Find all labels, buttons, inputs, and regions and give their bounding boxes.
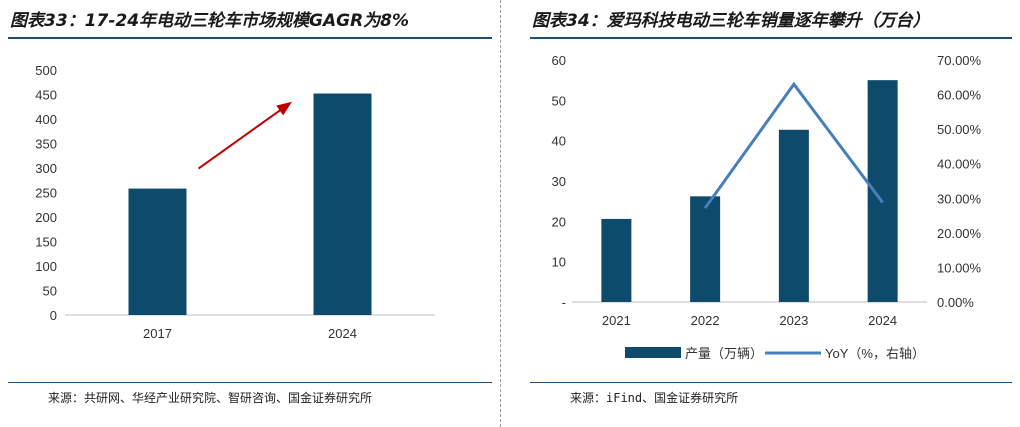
y2-tick-label: 20.00%	[937, 226, 982, 241]
source-note: 来源：iFind、国金证券研究所	[570, 391, 739, 405]
bar-2021	[601, 218, 632, 302]
chart-title: 图表33：17-24年电动三轮车市场规模GAGR为8%	[10, 11, 410, 31]
trend-arrow-line	[197, 102, 291, 170]
y2-tick-label: 60.00%	[937, 88, 982, 103]
bar-2022	[690, 196, 721, 302]
y-tick-label: 300	[35, 161, 57, 176]
y2-tick-label: 0.00%	[937, 295, 974, 310]
bar-2023	[778, 129, 809, 302]
left-chart-panel: 图表33：17-24年电动三轮车市场规模GAGR为8% 0 50 100 150 200…	[0, 0, 500, 427]
sales-volume-chart: - 10 20 30 40 50 60 0.00% 10.00% 20.00% 30.00% 40.0…	[552, 53, 982, 361]
legend-label: 产量（万辆）	[685, 346, 763, 361]
market-size-chart: 0 50 100 150 200 250 300 350 400 450 500 2017 2024	[35, 63, 435, 341]
y-tick-label: 50	[43, 284, 57, 299]
x-tick-label: 2022	[691, 313, 720, 328]
x-tick-label: 2024	[328, 326, 357, 341]
y-tick-label: 50	[552, 93, 566, 108]
panel-divider	[500, 0, 501, 427]
legend-bar-swatch	[625, 347, 681, 358]
y-tick-label: 250	[35, 186, 57, 201]
trend-arrow-head	[276, 101, 292, 116]
bar-2024	[867, 80, 898, 303]
y-tick-label: 20	[552, 214, 566, 229]
chart-title: 图表34：爱玛科技电动三轮车销量逐年攀升（万台）	[532, 11, 930, 31]
x-tick-label: 2021	[602, 313, 631, 328]
y-tick-label: 30	[552, 174, 566, 189]
y-tick-label: 0	[50, 308, 57, 323]
title-rule	[8, 37, 492, 39]
yoy-line	[703, 81, 884, 209]
y-tick-label: 150	[35, 235, 57, 250]
y2-tick-label: 10.00%	[937, 260, 982, 275]
y-tick-label: 450	[35, 88, 57, 103]
source-note: 来源：共研网、华经产业研究院、智研咨询、国金证券研究所	[48, 391, 373, 405]
source-rule	[8, 382, 492, 383]
y-tick-label: 40	[552, 134, 566, 149]
y-tick-label: 200	[35, 210, 57, 225]
y-tick-label: 10	[552, 255, 566, 270]
x-tick-label: 2023	[779, 313, 808, 328]
y-tick-label: 400	[35, 112, 57, 127]
title-rule	[530, 37, 1012, 39]
y2-tick-label: 30.00%	[937, 191, 982, 206]
x-tick-label: 2017	[143, 326, 172, 341]
source-rule	[530, 382, 1012, 383]
y-tick-label: 60	[552, 53, 566, 68]
bar-2017	[128, 188, 187, 315]
x-tick-label: 2024	[868, 313, 897, 328]
y-tick-label: -	[562, 295, 566, 310]
y2-tick-label: 70.00%	[937, 53, 982, 68]
legend-label: YoY（%，右轴）	[825, 346, 925, 361]
y2-tick-label: 40.00%	[937, 157, 982, 172]
y-tick-label: 350	[35, 137, 57, 152]
y-tick-label: 500	[35, 63, 57, 78]
right-chart-panel: 图表34：爱玛科技电动三轮车销量逐年攀升（万台） - 10 20 30 40 50 60 0.…	[522, 0, 1020, 427]
y-tick-label: 100	[35, 259, 57, 274]
y2-tick-label: 50.00%	[937, 122, 982, 137]
bar-2024	[313, 93, 372, 316]
